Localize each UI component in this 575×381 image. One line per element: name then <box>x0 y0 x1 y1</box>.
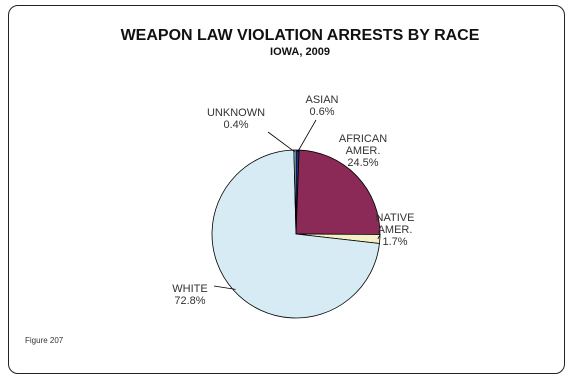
chart-title: WEAPON LAW VIOLATION ARRESTS BY RACE <box>121 27 480 44</box>
slice-label-african-amer: AFRICAN AMER. 24.5% <box>339 133 387 169</box>
leader-line-unknown <box>267 131 296 153</box>
leader-line-asian <box>297 119 317 153</box>
slice-label-unknown: UNKNOWN 0.4% <box>207 107 265 131</box>
chart-subtitle: IOWA, 2009 <box>270 46 330 58</box>
slice-label-native-amer: NATIVE AMER. 1.7% <box>376 212 415 248</box>
slice-label-white: WHITE 72.8% <box>172 283 207 307</box>
leader-line-white <box>213 285 236 290</box>
pie-slice-african-amer <box>295 149 381 235</box>
slice-label-asian: ASIAN 0.6% <box>305 94 338 118</box>
pie-slice-unknown <box>293 149 297 235</box>
figure-label: Figure 207 <box>25 336 64 345</box>
leader-line-native-amer <box>377 234 381 240</box>
